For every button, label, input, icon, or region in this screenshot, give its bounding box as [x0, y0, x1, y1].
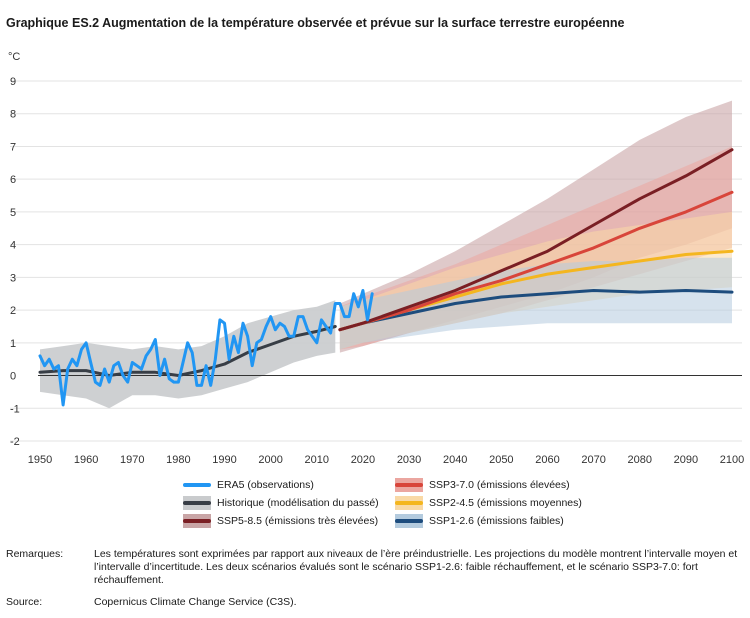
legend-label-ssp245: SSP2-4.5 (émissions moyennes) — [429, 497, 582, 509]
legend-swatch-ssp126 — [395, 514, 423, 528]
remarks-row: Remarques: Les températures sont exprimé… — [6, 548, 744, 587]
y-tick-label: 3 — [10, 272, 16, 284]
source-row: Source: Copernicus Climate Change Servic… — [6, 596, 744, 609]
x-tick-label: 1960 — [74, 454, 98, 465]
series-line-ssp370 — [338, 190, 734, 332]
legend-swatch-ssp245 — [395, 496, 423, 510]
y-tick-label: -2 — [10, 436, 20, 448]
y-axis-unit: °C — [8, 51, 20, 63]
legend-label-ssp585: SSP5-8.5 (émissions très élevées) — [217, 515, 379, 527]
chart-plot: -2 -1 0 1 2 3 4 5 6 7 8 9 °C 1950 1960 1970 1980 1990 2000… — [8, 51, 744, 465]
x-tick-label: 2090 — [674, 454, 698, 465]
series-line-ssp585 — [338, 148, 734, 332]
legend-item-ssp126: SSP1-2.6 (émissions faibles) — [395, 514, 564, 528]
y-tick-label: 2 — [10, 305, 16, 317]
legend-swatch-ssp585 — [183, 514, 211, 528]
series-line-ssp126 — [338, 289, 734, 332]
y-tick-label: 8 — [10, 109, 16, 121]
x-tick-label: 2080 — [627, 454, 651, 465]
legend-item-era5: ERA5 (observations) — [183, 478, 314, 492]
chart-title: Graphique ES.2 Augmentation de la tempér… — [6, 16, 625, 30]
x-tick-label: 2030 — [397, 454, 421, 465]
x-tick-label: 2000 — [258, 454, 282, 465]
x-tick-label: 1970 — [120, 454, 144, 465]
chart-notes: Remarques: Les températures sont exprimé… — [6, 548, 744, 618]
x-tick-label: 1990 — [212, 454, 236, 465]
band-hist — [40, 300, 336, 409]
y-tick-label: 9 — [10, 76, 16, 88]
y-tick-label: 1 — [10, 338, 16, 350]
legend-item-ssp370: SSP3-7.0 (émissions élevées) — [395, 478, 570, 492]
x-tick-label: 1980 — [166, 454, 190, 465]
x-tick-label: 2020 — [351, 454, 375, 465]
x-tick-label: 2100 — [720, 454, 744, 465]
source-label: Source: — [6, 596, 43, 608]
chart-legend: ERA5 (observations) Historique (modélisa… — [0, 478, 750, 534]
x-tick-label: 1950 — [28, 454, 52, 465]
y-tick-label: 7 — [10, 141, 16, 153]
x-tick-label: 2070 — [581, 454, 605, 465]
remarks-text: Les températures sont exprimées par rapp… — [94, 548, 738, 586]
y-tick-label: 6 — [10, 174, 16, 186]
legend-label-hist: Historique (modélisation du passé) — [217, 497, 379, 509]
x-tick-label: 2050 — [489, 454, 513, 465]
legend-swatch-hist — [183, 496, 211, 510]
x-tick-label: 2060 — [535, 454, 559, 465]
x-tick-label: 2010 — [305, 454, 329, 465]
source-text: Copernicus Climate Change Service (C3S). — [94, 596, 297, 608]
legend-item-hist: Historique (modélisation du passé) — [183, 496, 379, 510]
legend-label-ssp126: SSP1-2.6 (émissions faibles) — [429, 515, 564, 527]
series-line-era5 — [38, 289, 374, 407]
legend-item-ssp245: SSP2-4.5 (émissions moyennes) — [395, 496, 582, 510]
legend-label-era5: ERA5 (observations) — [217, 479, 314, 491]
y-tick-label: 0 — [10, 371, 16, 383]
y-tick-label: 5 — [10, 207, 16, 219]
legend-label-ssp370: SSP3-7.0 (émissions élevées) — [429, 479, 570, 491]
y-tick-label: -1 — [10, 403, 20, 415]
y-tick-label: 4 — [10, 240, 16, 252]
legend-swatch-ssp370 — [395, 478, 423, 492]
legend-swatch-era5 — [183, 478, 211, 492]
remarks-label: Remarques: — [6, 548, 64, 560]
legend-item-ssp585: SSP5-8.5 (émissions très élevées) — [183, 514, 378, 528]
x-tick-label: 2040 — [443, 454, 467, 465]
band-ssp126 — [339, 257, 732, 350]
